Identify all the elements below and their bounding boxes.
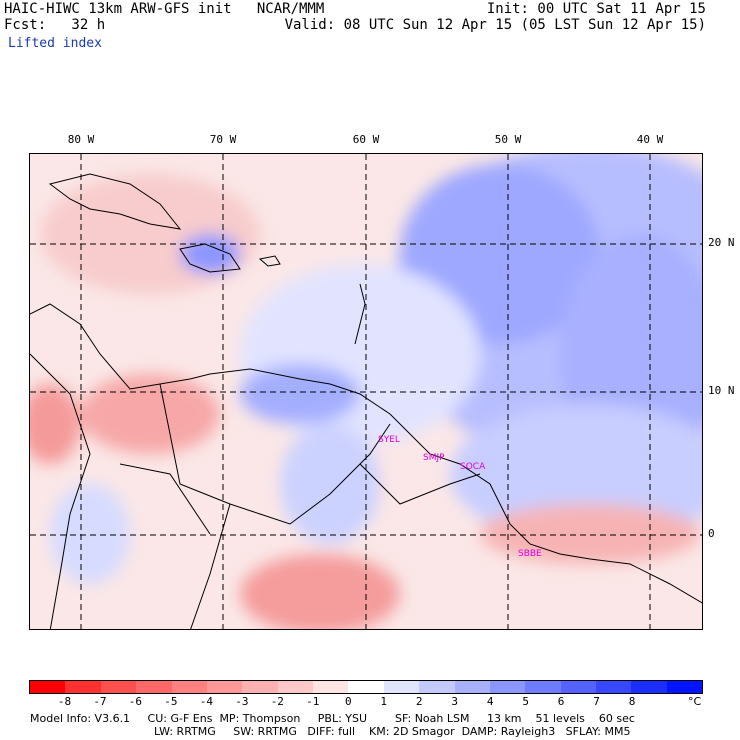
colorbar-tick-label: 5 [522, 695, 529, 708]
colorbar-swatch [631, 681, 667, 693]
graticule [30, 154, 702, 629]
colorbar-tick-label: -7 [93, 695, 107, 708]
station-soca: SOCA [460, 462, 486, 472]
colorbar-tick-label: 8 [628, 695, 636, 708]
colorbar-tick-label: -6 [128, 695, 143, 708]
colorbar-swatch [525, 681, 561, 693]
colorbar-tick-label: 4 [486, 695, 494, 708]
shading-layer [30, 154, 702, 629]
lon-label-40w: 40 W [636, 133, 664, 146]
colorbar-swatch [242, 681, 278, 693]
station-sbbe: SBBE [518, 549, 542, 559]
colorbar-swatch [277, 681, 313, 693]
lat-label-0: 0 [708, 527, 715, 540]
colorbar-swatch [100, 681, 137, 693]
field-name: Lifted index [8, 36, 102, 51]
colorbar-swatch [171, 681, 207, 693]
colorbar-swatch [419, 681, 455, 693]
colorbar-tick-label: 3 [451, 695, 458, 708]
colorbar [29, 680, 703, 694]
model-title: HAIC-HIWC 13km ARW-GFS init NCAR/MMM [4, 1, 325, 17]
station-syel: SYEL [378, 435, 400, 445]
colorbar-tick-label: 6 [557, 695, 565, 708]
colorbar-tick-label: -2 [270, 695, 284, 708]
colorbar-tick-label: 0 [344, 695, 352, 708]
colorbar-swatch [454, 681, 490, 693]
footer-model-info: Model Info: V3.6.1 CU: G-F Ens MP: Thomp… [30, 712, 635, 725]
lon-label-80w: 80 W [67, 133, 95, 146]
init-time: Init: 00 UTC Sat 11 Apr 15 [486, 1, 706, 17]
colorbar-tick-label: -8 [57, 695, 72, 708]
colorbar-swatch [65, 681, 101, 693]
lon-label-60w: 60 W [352, 133, 380, 146]
colorbar-swatch [596, 681, 632, 693]
colorbar-tick-label: -4 [199, 695, 213, 708]
coastlines [30, 173, 702, 629]
colorbar-unit: °C [688, 695, 702, 708]
map-canvas: SYEL SMJP SOCA SBBE [30, 154, 702, 629]
colorbar-tick-label: 1 [380, 695, 388, 708]
colorbar-tick-label: -1 [306, 695, 320, 708]
colorbar-tick-label: -5 [164, 695, 178, 708]
colorbar-swatch [136, 681, 172, 693]
valid-time: Valid: 08 UTC Sun 12 Apr 15 (05 LST Sun … [284, 17, 706, 33]
station-smjp: SMJP [423, 453, 445, 463]
colorbar-swatch [489, 681, 526, 693]
colorbar-swatch [206, 681, 243, 693]
colorbar-swatch [30, 681, 66, 693]
lon-label-70w: 70 W [209, 133, 237, 146]
colorbar-swatch [348, 681, 384, 693]
lifted-index-map: SYEL SMJP SOCA SBBE [29, 153, 703, 630]
colorbar-swatch [383, 681, 420, 693]
lat-label-20n: 20 N [708, 236, 735, 249]
colorbar-swatch [666, 681, 703, 693]
colorbar-tick-label: 2 [415, 695, 423, 708]
forecast-hour: Fcst: 32 h [4, 17, 106, 33]
footer-physics: LW: RRTMG SW: RRTMG DIFF: full KM: 2D Sm… [154, 725, 631, 738]
colorbar-tick-label: 7 [593, 695, 600, 708]
lat-label-10n: 10 N [708, 384, 735, 397]
colorbar-swatch [560, 681, 596, 693]
colorbar-tick-label: -3 [235, 695, 249, 708]
colorbar-swatch [313, 681, 349, 693]
lon-label-50w: 50 W [494, 133, 522, 146]
